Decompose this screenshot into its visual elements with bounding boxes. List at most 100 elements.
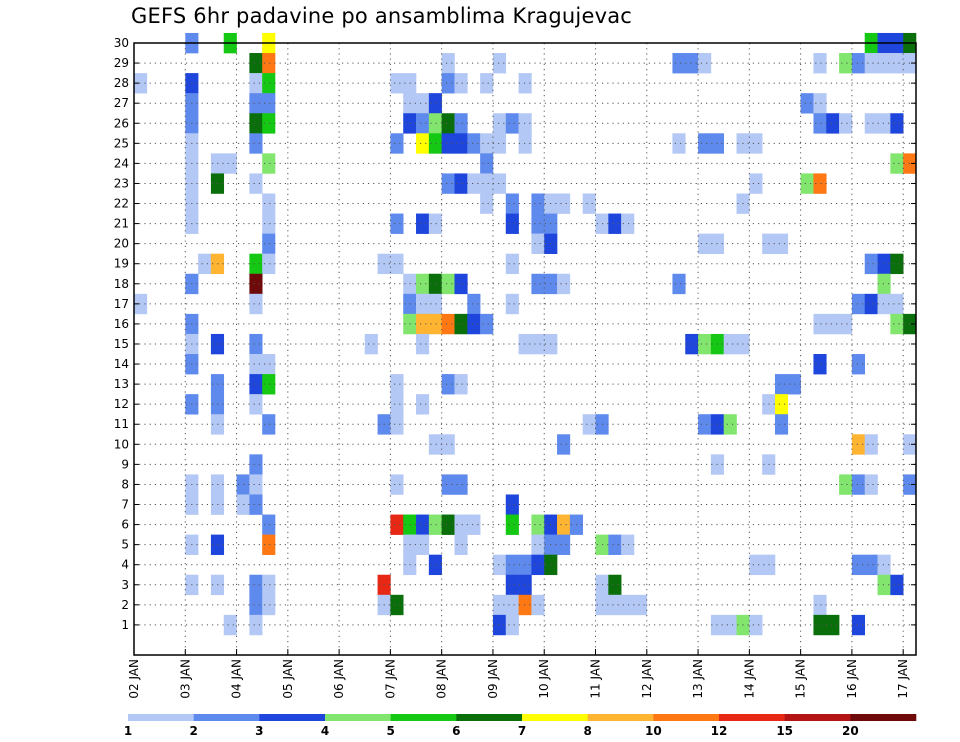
heatmap-cell (262, 233, 276, 254)
heatmap-cell (557, 434, 571, 455)
x-tick-label: 02 JAN (127, 659, 141, 699)
heatmap-cell (249, 574, 263, 596)
heatmap-cell (851, 354, 866, 375)
y-tick-label: 25 (114, 136, 129, 150)
heatmap-cell (877, 293, 891, 315)
heatmap-cell (390, 474, 404, 495)
heatmap-cell (557, 534, 571, 555)
heatmap-cell (467, 514, 481, 535)
heatmap-cell (813, 53, 827, 74)
heatmap-cell (428, 514, 442, 535)
heatmap-cell (749, 133, 763, 154)
legend-label: 20 (842, 724, 859, 738)
y-tick-label: 22 (114, 197, 129, 211)
heatmap-cell (428, 554, 442, 576)
heatmap-cell (480, 153, 494, 174)
heatmap-cell (774, 414, 789, 435)
heatmap-cell (890, 574, 904, 596)
heatmap-cell (505, 213, 519, 234)
heatmap-cell (839, 113, 853, 134)
y-tick-label: 3 (121, 578, 129, 592)
heatmap-cell (698, 233, 712, 254)
legend-label: 8 (583, 724, 591, 738)
heatmap-cell (364, 333, 378, 355)
legend-swatch (587, 714, 654, 721)
y-tick-label: 10 (114, 437, 129, 451)
heatmap-cell (249, 354, 263, 375)
y-tick-label: 13 (114, 377, 129, 391)
heatmap-cell (223, 153, 237, 174)
x-tick-label: 14 JAN (742, 659, 756, 699)
heatmap-cell (890, 53, 904, 74)
y-tick-label: 5 (121, 538, 129, 552)
heatmap-cell (441, 113, 455, 134)
heatmap-cell (864, 253, 878, 275)
heatmap-cell (249, 293, 263, 315)
x-tick-label: 09 JAN (486, 659, 500, 699)
heatmap-cell (633, 594, 648, 616)
heatmap-cell (826, 614, 840, 636)
heatmap-cell (249, 394, 263, 415)
heatmap-cell (416, 293, 430, 315)
heatmap-cell (505, 253, 519, 275)
heatmap-cell (249, 494, 263, 515)
heatmap-cell (774, 394, 789, 415)
heatmap-cell (749, 173, 763, 194)
heatmap-cell (480, 193, 494, 214)
heatmap-cell (813, 113, 827, 134)
heatmap-cell (480, 73, 494, 94)
heatmap-cell (864, 53, 878, 74)
heatmap-cell (890, 113, 904, 134)
legend-label: 12 (711, 724, 728, 738)
legend-swatch (653, 714, 720, 721)
heatmap-cell (877, 273, 891, 295)
heatmap-cell (428, 133, 442, 154)
heatmap-cell (236, 474, 250, 495)
x-tick-label: 11 JAN (589, 659, 603, 699)
heatmap-cell (839, 474, 853, 495)
x-tick-label: 12 JAN (640, 659, 654, 699)
heatmap-cell (262, 514, 276, 535)
heatmap-cell (262, 374, 276, 395)
heatmap-cell (685, 333, 699, 355)
heatmap-cell (249, 113, 263, 134)
heatmap-cell (390, 73, 404, 94)
heatmap-cell (723, 614, 737, 636)
legend-swatch (193, 714, 260, 721)
heatmap-cell (441, 514, 455, 535)
y-tick-label: 4 (121, 558, 129, 572)
heatmap-cell (454, 313, 468, 335)
heatmap-cell (531, 233, 545, 254)
heatmap-cell (608, 534, 622, 555)
y-tick-label: 28 (114, 76, 129, 90)
heatmap-cell (416, 313, 430, 335)
heatmap-cell (531, 514, 545, 535)
heatmap-cell (223, 614, 237, 636)
x-axis: 02 JAN 03 JAN 04 JAN 05 JAN 06 JAN 07 JAN 08 J… (127, 649, 910, 699)
heatmap-cell (698, 414, 712, 435)
heatmap-cell (249, 454, 263, 475)
heatmap-cell (621, 213, 635, 234)
heatmap-cell (557, 273, 571, 295)
heatmap-cell (262, 534, 276, 555)
x-tick-label: 10 JAN (537, 659, 551, 699)
y-tick-label: 19 (114, 257, 129, 271)
heatmap-cell (505, 594, 519, 616)
heatmap-cell (864, 554, 878, 576)
heatmap-cell (441, 173, 455, 194)
heatmap-cell (698, 53, 712, 74)
heatmap-cell (480, 313, 494, 335)
heatmap-cell (492, 614, 507, 636)
legend-swatch (456, 714, 523, 721)
heatmap-cell (416, 514, 430, 535)
heatmap-cell (262, 594, 276, 616)
heatmap-cell (505, 193, 519, 214)
heatmap-cell (198, 253, 212, 275)
heatmap-cell (390, 253, 404, 275)
heatmap-cell (262, 93, 276, 114)
heatmap-cell (749, 614, 763, 636)
heatmap-cell (557, 193, 571, 214)
heatmap-cell (698, 133, 712, 154)
plot-frame (133, 42, 917, 656)
